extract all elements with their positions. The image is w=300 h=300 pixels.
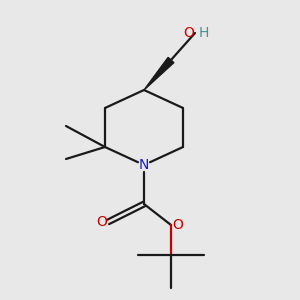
Text: N: N: [139, 158, 149, 172]
Text: O: O: [184, 26, 194, 40]
Text: O: O: [96, 215, 107, 229]
Text: O: O: [172, 218, 183, 232]
Polygon shape: [144, 57, 174, 90]
Text: H: H: [198, 26, 208, 40]
